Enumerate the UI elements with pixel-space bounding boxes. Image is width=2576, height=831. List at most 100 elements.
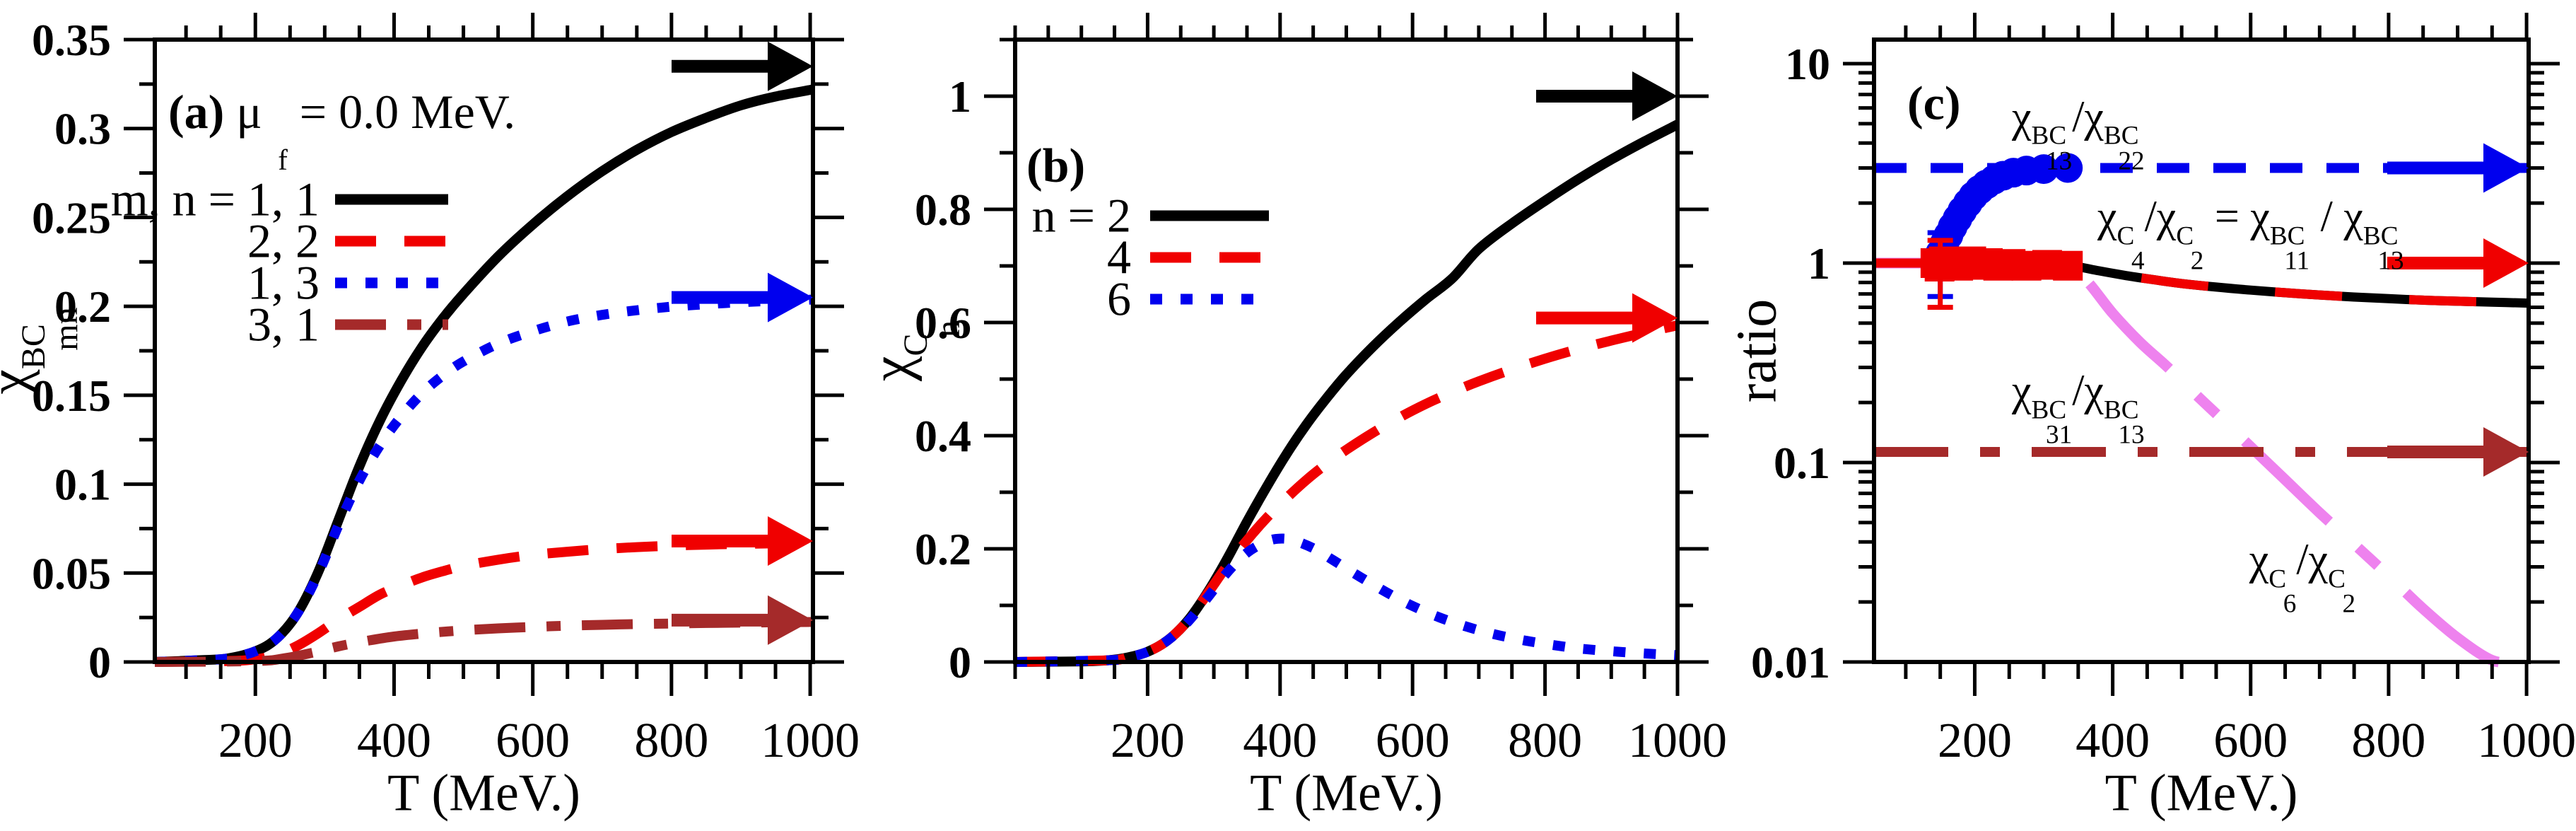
panel-b: 200 400 600 800 1000 0 0.2 0.4 0.6 0.8 1 <box>915 13 1727 768</box>
y-tick-label: 0.8 <box>915 185 971 235</box>
arrow-head-sb-limit-2 <box>1632 71 1678 121</box>
rich-text-token <box>224 85 236 139</box>
panel-tag-c: (c) <box>1907 76 1960 132</box>
data-point-square <box>2053 250 2083 281</box>
arrow-head-sb-limit-13-22 <box>2483 143 2529 193</box>
x-axis-title-b: T (MeV.) <box>1250 764 1443 824</box>
rich-text-token: (a) <box>168 85 225 139</box>
rich-text-token: / <box>2072 366 2085 415</box>
y-tick-label: 0.1 <box>54 460 111 510</box>
rich-text-token: / <box>2309 192 2344 241</box>
rich-text-token: T (MeV.) <box>1250 764 1443 823</box>
x-tick-label: 400 <box>2076 714 2150 768</box>
rich-text-token: = 0.0 MeV. <box>287 85 516 139</box>
x-tick-label: 400 <box>1243 714 1317 768</box>
rich-text-token: χ BC 13 <box>2084 366 2145 450</box>
y-tick-label: 0.15 <box>32 371 111 421</box>
legend-label-a-3: 3, 1 <box>247 297 320 351</box>
label-chi4-chi2: χ C 4/χ C 2 = χ BC 11 / χ BC 13 <box>2097 192 2404 276</box>
arrow-head-sb-limit-11 <box>768 41 813 91</box>
label-chi13-chi22: χ BC 13/χ BC 22 <box>2012 92 2145 176</box>
arrow-head-sb-limit-13 <box>768 272 813 322</box>
series-chi_C_6 <box>1014 533 1678 667</box>
y-tick-label: 0 <box>949 637 971 687</box>
legend-label-b-0: n = 2 <box>1031 188 1131 243</box>
legend-label-a-1: 2, 2 <box>247 214 320 268</box>
rich-text-token: / <box>2144 192 2157 241</box>
rich-text-token: (b) <box>1026 138 1086 192</box>
data-point-circle <box>2053 153 2083 183</box>
arrow-head-sb-limit-22 <box>768 516 813 566</box>
panel-c: 200 400 600 800 1000 10 1 0.1 0.01 <box>1751 13 2576 768</box>
y-tick-label: 0.3 <box>54 104 111 154</box>
legend-label-a-0: m, n = 1, 1 <box>110 172 320 226</box>
rich-text-token: T (MeV.) <box>2104 764 2298 823</box>
y-tick-label: 0 <box>88 637 111 687</box>
y-tick-label: 0.2 <box>54 281 111 332</box>
arrow-head-sb-limit-31-13 <box>2483 427 2529 477</box>
rich-text-token: χ BC 22 <box>2084 93 2145 176</box>
rich-text-token: = <box>2203 192 2251 241</box>
y-tick-label: 0.01 <box>1751 637 1830 687</box>
rich-text-token: χ BC 13 <box>2012 93 2073 176</box>
x-tick-label: 200 <box>218 714 293 768</box>
x-tick-label: 1000 <box>1628 714 1727 768</box>
plot-frame-c <box>1872 37 2531 664</box>
legend-label-b-1: 4 <box>1107 230 1131 284</box>
y-tick-label: 1 <box>1808 238 1830 289</box>
y-axis-title-c: ratio <box>1726 299 1790 403</box>
plot-frame-b <box>1013 37 1680 664</box>
x-axis-title-c: T (MeV.) <box>2105 764 2298 824</box>
x-tick-label: 1000 <box>2477 714 2576 768</box>
rich-text-token: / <box>2072 93 2085 141</box>
arrow-head-sb-limit-4 <box>1632 293 1678 343</box>
label-chi31-chi13: χ BC 31/χ BC 13 <box>2012 366 2145 448</box>
rich-text-token: (c) <box>1907 76 1961 130</box>
x-tick-label: 600 <box>1376 714 1450 768</box>
panel-tag-b: (b) <box>1026 138 1085 194</box>
y-tick-label: 0.6 <box>915 298 971 348</box>
series-chi_BC_22 <box>154 537 814 667</box>
y-tick-label: 0.35 <box>32 15 111 65</box>
rich-text-token: χ BC 11 <box>2250 192 2310 276</box>
label-chi6-chi2: χ C 6/χ C 2 <box>2249 535 2355 617</box>
y-tick-label: 0.1 <box>1774 438 1830 488</box>
x-tick-label: 1000 <box>761 714 860 768</box>
legend-label-a-2: 1, 3 <box>247 255 320 310</box>
y-tick-label: 1 <box>949 71 971 122</box>
x-axis-title-a: T (MeV.) <box>387 764 580 824</box>
series-chi_BC_13 <box>154 294 814 667</box>
data-point-circle <box>2029 154 2059 185</box>
y-tick-label: 0.4 <box>915 411 971 461</box>
x-tick-label: 400 <box>357 714 431 768</box>
rich-text-token: χ BC 13 <box>2343 192 2404 276</box>
series-chi_C_4 <box>1014 320 1679 667</box>
rich-text-token: μ f <box>236 85 288 177</box>
legend-label-b-2: 6 <box>1107 272 1131 326</box>
x-tick-label: 800 <box>1508 714 1582 768</box>
series-ratio_c6_c2 <box>1874 257 2517 668</box>
x-tick-label: 800 <box>2351 714 2425 768</box>
x-tick-label: 600 <box>2213 714 2288 768</box>
panel-tag-a: (a) μ f = 0.0 MeV. <box>168 84 515 175</box>
y-axis-title-a: χBCmn <box>0 307 85 394</box>
y-tick-label: 0.2 <box>915 524 971 574</box>
panel-a: 200 400 600 800 1000 0 0.05 0.1 0.15 0.2 0.25 0.3 0.… <box>32 13 860 768</box>
series-chi_C_2 <box>1014 120 1680 667</box>
arrow-head-sb-limit-31 <box>768 595 813 645</box>
rich-text-token: ratio <box>1726 298 1788 403</box>
rich-text-token: χBCmn <box>0 307 85 394</box>
rich-text-token: / <box>2296 535 2309 584</box>
rich-text-token: χ BC 31 <box>2012 366 2073 450</box>
y-tick-label: 0.25 <box>32 192 111 243</box>
x-tick-label: 200 <box>1938 714 2012 768</box>
x-tick-label: 800 <box>634 714 708 768</box>
x-tick-label: 600 <box>496 714 570 768</box>
y-tick-label: 10 <box>1785 39 1830 89</box>
